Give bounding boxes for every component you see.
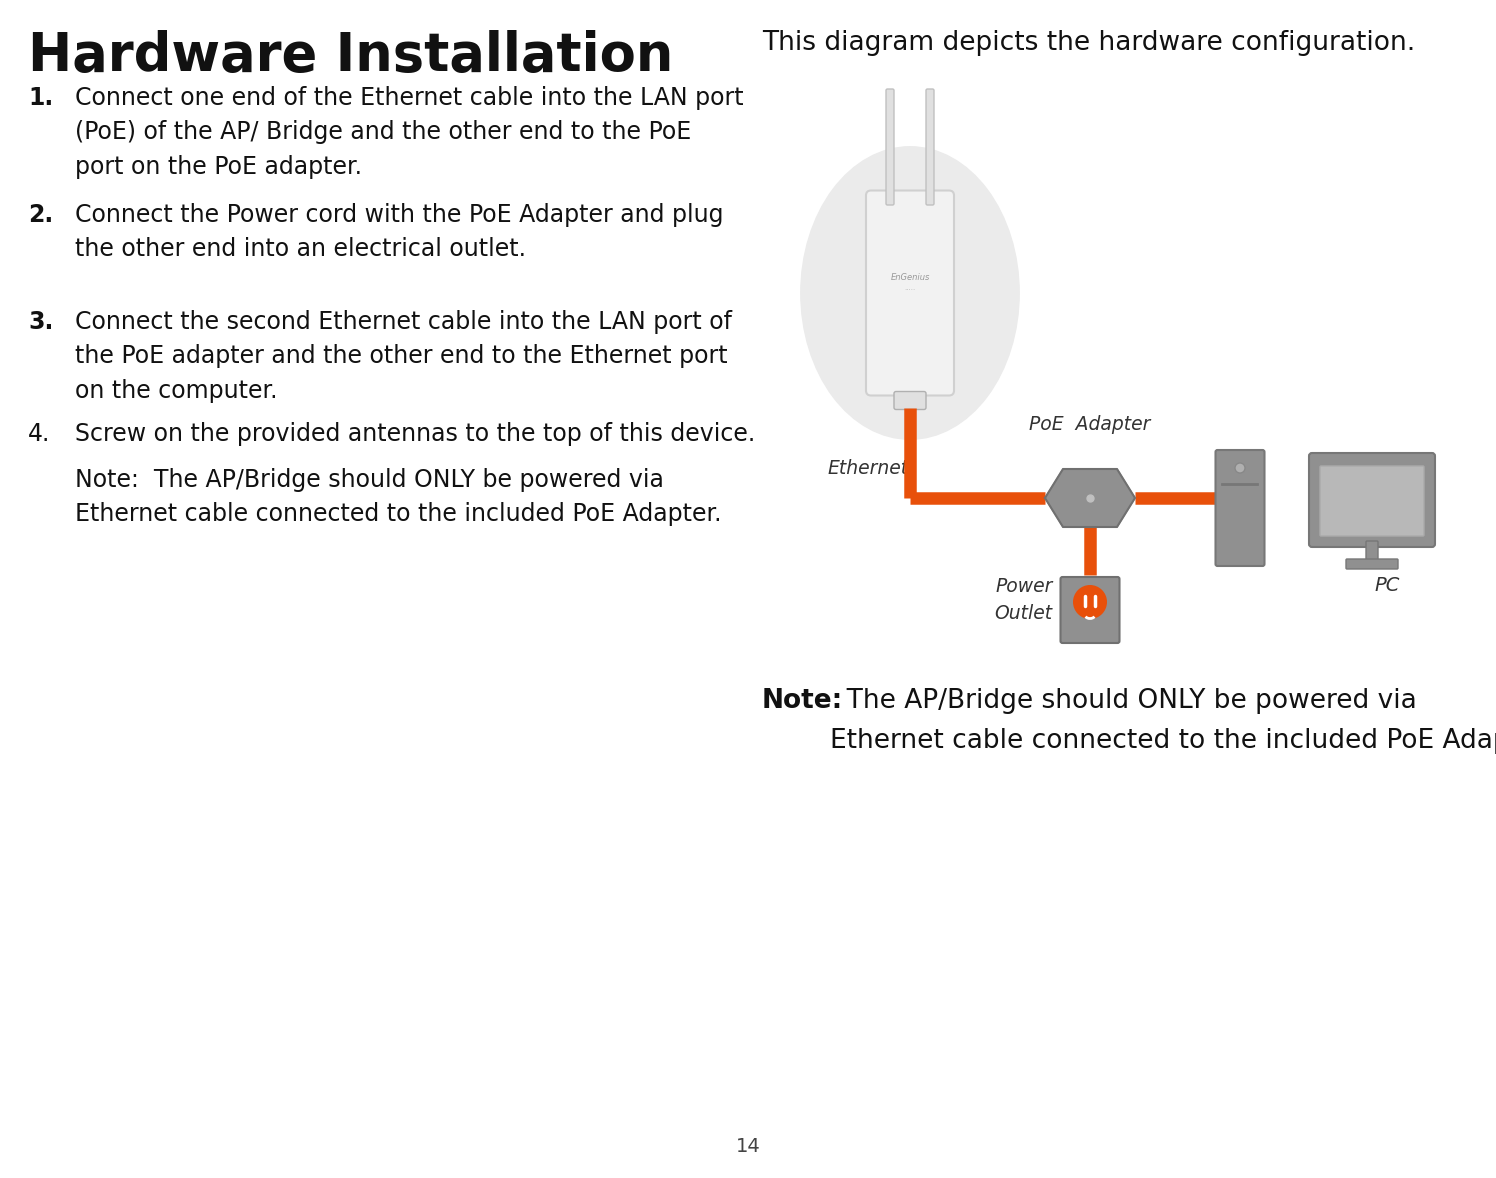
Polygon shape — [1046, 469, 1135, 527]
Circle shape — [1073, 585, 1107, 618]
FancyBboxPatch shape — [895, 391, 926, 410]
Text: PC: PC — [1375, 576, 1400, 595]
Text: PoE  Adapter: PoE Adapter — [1029, 415, 1150, 434]
Ellipse shape — [800, 147, 1019, 439]
FancyBboxPatch shape — [1061, 577, 1119, 643]
Text: Note:: Note: — [761, 688, 844, 714]
Text: Ethernet: Ethernet — [827, 458, 910, 477]
Text: This diagram depicts the hardware configuration.: This diagram depicts the hardware config… — [761, 29, 1415, 57]
Text: ·····: ····· — [905, 287, 916, 293]
Text: 3.: 3. — [28, 310, 54, 335]
FancyBboxPatch shape — [866, 191, 954, 396]
Text: Connect the second Ethernet cable into the LAN port of
the PoE adapter and the o: Connect the second Ethernet cable into t… — [75, 310, 732, 403]
Text: Connect one end of the Ethernet cable into the LAN port
(PoE) of the AP/ Bridge : Connect one end of the Ethernet cable in… — [75, 86, 744, 179]
Text: 1.: 1. — [28, 86, 54, 110]
FancyBboxPatch shape — [926, 90, 934, 205]
Text: Power
Outlet: Power Outlet — [995, 577, 1053, 623]
Text: Note:  The AP/Bridge should ONLY be powered via
Ethernet cable connected to the : Note: The AP/Bridge should ONLY be power… — [75, 468, 721, 527]
Circle shape — [1236, 463, 1245, 474]
Text: 2.: 2. — [28, 203, 54, 227]
Text: The AP/Bridge should ONLY be powered via
Ethernet cable connected to the include: The AP/Bridge should ONLY be powered via… — [830, 688, 1496, 754]
FancyBboxPatch shape — [886, 90, 895, 205]
FancyBboxPatch shape — [1309, 454, 1435, 547]
FancyBboxPatch shape — [1366, 541, 1378, 563]
Text: 14: 14 — [736, 1137, 760, 1156]
Text: Hardware Installation: Hardware Installation — [28, 29, 673, 82]
FancyBboxPatch shape — [1319, 466, 1424, 536]
FancyBboxPatch shape — [1215, 450, 1264, 565]
Text: Connect the Power cord with the PoE Adapter and plug
the other end into an elect: Connect the Power cord with the PoE Adap… — [75, 203, 724, 262]
Text: Screw on the provided antennas to the top of this device.: Screw on the provided antennas to the to… — [75, 422, 755, 446]
Text: EnGenius: EnGenius — [890, 273, 929, 283]
FancyBboxPatch shape — [1346, 560, 1397, 569]
Text: 4.: 4. — [28, 422, 51, 446]
